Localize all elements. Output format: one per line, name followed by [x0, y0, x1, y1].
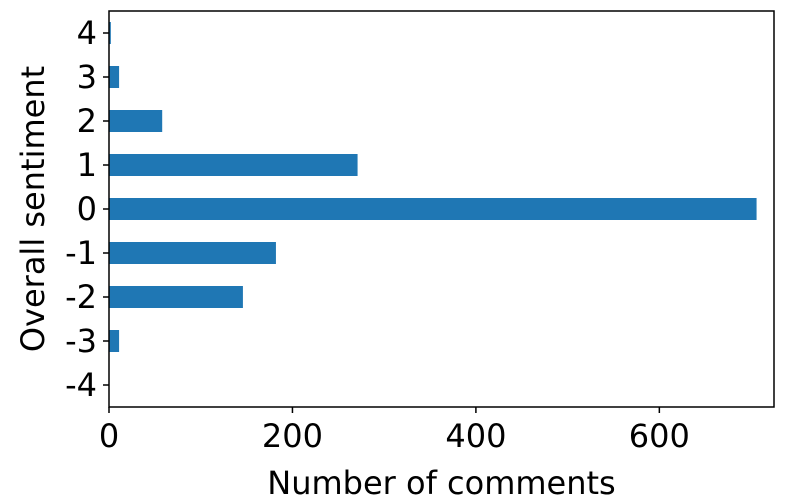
bar-sentiment--2: [109, 286, 243, 308]
y-tick-label: 0: [77, 190, 97, 228]
x-tick-label: 400: [445, 417, 506, 455]
bar-sentiment--1: [109, 242, 276, 264]
y-tick-label: -1: [65, 234, 97, 272]
y-tick-label: 1: [77, 146, 97, 184]
plot-area-frame: [108, 10, 775, 408]
x-tick-label: 0: [99, 417, 119, 455]
y-axis-label: Overall sentiment: [14, 66, 52, 352]
y-tick-label: -2: [65, 278, 97, 316]
y-tick-label: 3: [77, 58, 97, 96]
x-tick-label: 600: [629, 417, 690, 455]
bars-group: [109, 22, 757, 352]
bar-sentiment-0: [109, 198, 757, 220]
y-ticks-group: 4 3 2 1 0 -1 -2 -3 -4: [65, 14, 109, 404]
bar-sentiment-4: [109, 22, 111, 44]
y-tick-label: 4: [77, 14, 97, 52]
bar-sentiment--3: [109, 330, 120, 352]
bar-sentiment-3: [109, 66, 120, 88]
bar-sentiment-2: [109, 110, 163, 132]
y-tick-label: -4: [65, 366, 97, 404]
bar-sentiment-1: [109, 154, 358, 176]
x-ticks-group: 0 200 400 600: [99, 407, 690, 455]
y-tick-label: 2: [77, 102, 97, 140]
y-tick-label: -3: [65, 322, 97, 360]
x-tick-label: 200: [262, 417, 323, 455]
x-axis-label: Number of comments: [267, 464, 615, 502]
